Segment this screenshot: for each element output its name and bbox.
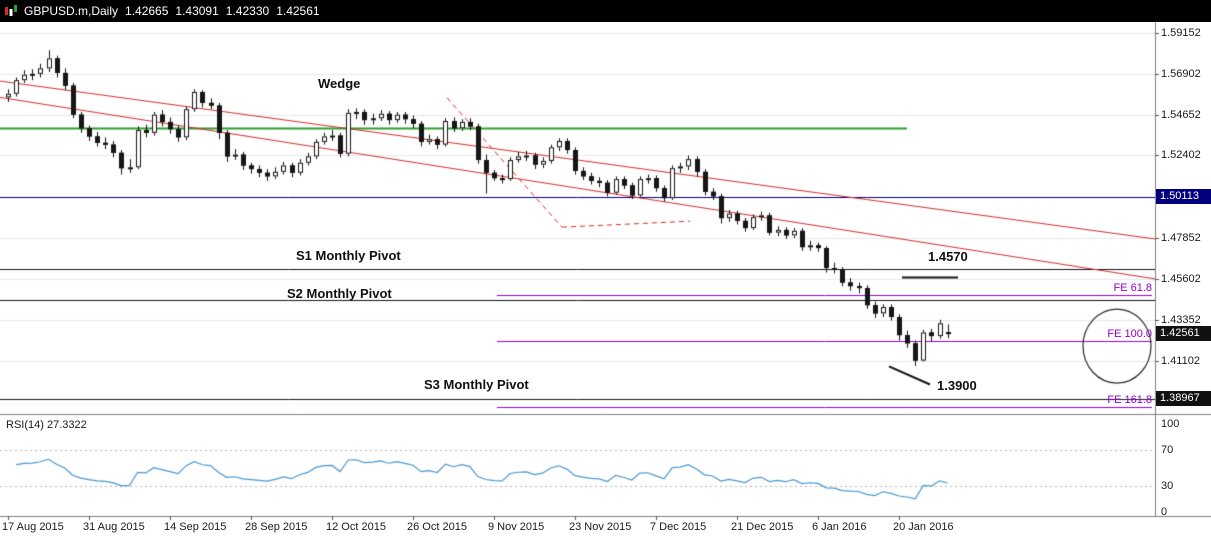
- quote-close: 1.42561: [276, 4, 320, 18]
- title-bar: GBPUSD.m,Daily 1.42665 1.43091 1.42330 1…: [0, 0, 1211, 22]
- quote-open: 1.42665: [125, 4, 169, 18]
- symbol-period-label: GBPUSD.m,Daily: [24, 4, 119, 18]
- price-axis[interactable]: [1156, 22, 1211, 516]
- time-axis[interactable]: [0, 516, 1211, 539]
- rsi-indicator-label: RSI(14) 27.3322: [6, 419, 87, 431]
- quote-high: 1.43091: [175, 4, 219, 18]
- chart-icon: [4, 4, 18, 18]
- quote-low: 1.42330: [225, 4, 270, 18]
